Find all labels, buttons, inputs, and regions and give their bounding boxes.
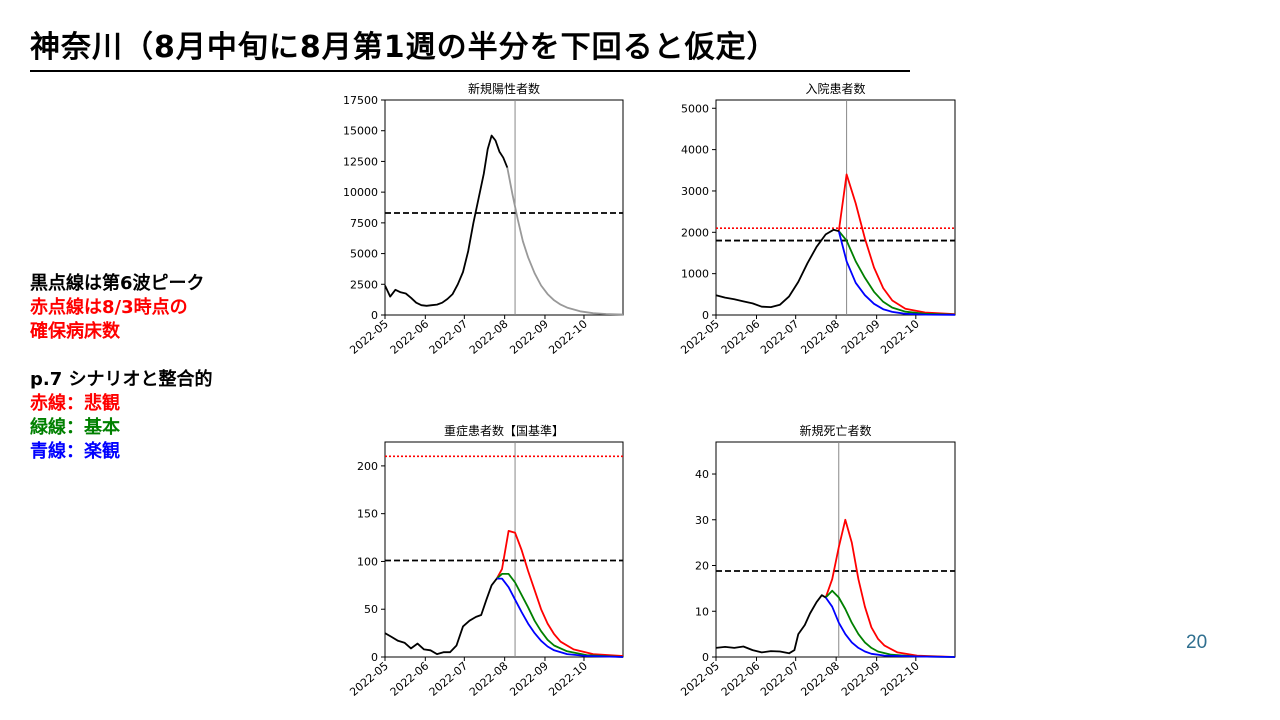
y-tick-label: 2500 bbox=[350, 278, 378, 291]
note-scenario-ref: p.7 シナリオと整合的 bbox=[30, 369, 213, 390]
y-tick-label: 15000 bbox=[343, 125, 378, 138]
y-tick-label: 2000 bbox=[681, 226, 709, 239]
note-green-base: 緑線：基本 bbox=[30, 417, 120, 438]
series-line bbox=[715, 228, 840, 309]
page-number: 20 bbox=[1186, 632, 1208, 653]
y-tick-label: 5000 bbox=[350, 248, 378, 261]
series-line bbox=[496, 573, 624, 658]
series-line bbox=[384, 578, 498, 655]
x-tick-label: 2022-07 bbox=[758, 659, 802, 699]
plot-frame bbox=[715, 441, 956, 658]
series-line bbox=[506, 167, 624, 316]
title-underline bbox=[30, 70, 910, 72]
plot-frame bbox=[384, 99, 624, 316]
note-red-dotted-line-2: 確保病床数 bbox=[30, 321, 120, 342]
x-tick-label: 2022-09 bbox=[839, 659, 883, 699]
chart-title: 重症患者数【国基準】 bbox=[444, 423, 564, 438]
x-tick-label: 2022-10 bbox=[878, 659, 922, 699]
series-line bbox=[838, 230, 956, 316]
series-line bbox=[824, 518, 956, 658]
y-tick-label: 5000 bbox=[681, 102, 709, 115]
y-tick-label: 100 bbox=[357, 555, 378, 568]
series-line bbox=[384, 134, 509, 307]
y-tick-label: 0 bbox=[371, 651, 378, 664]
y-tick-label: 10 bbox=[695, 605, 709, 618]
series-line bbox=[496, 530, 624, 657]
y-tick-label: 20 bbox=[695, 560, 709, 573]
x-tick-label: 2022-08 bbox=[799, 659, 843, 699]
note-red-dotted-line: 赤点線は8/3時点の bbox=[30, 297, 188, 318]
y-tick-label: 40 bbox=[695, 468, 709, 481]
series-line bbox=[825, 589, 956, 658]
note-blue-optimistic: 青線：楽観 bbox=[30, 441, 120, 462]
y-tick-label: 30 bbox=[695, 514, 709, 527]
y-tick-label: 50 bbox=[364, 603, 378, 616]
y-tick-label: 0 bbox=[702, 651, 709, 664]
y-tick-label: 4000 bbox=[681, 144, 709, 157]
chart-title: 新規死亡者数 bbox=[799, 423, 871, 438]
slide-title: 神奈川（8月中旬に8月第1週の半分を下回ると仮定） bbox=[30, 30, 778, 65]
series-line bbox=[824, 596, 956, 658]
y-tick-label: 150 bbox=[357, 508, 378, 521]
x-tick-label: 2022-05 bbox=[678, 659, 722, 699]
chart-title: 新規陽性者数 bbox=[468, 81, 540, 96]
y-tick-label: 0 bbox=[702, 309, 709, 322]
series-line bbox=[715, 594, 827, 655]
y-tick-label: 12500 bbox=[343, 155, 378, 168]
y-tick-label: 1000 bbox=[681, 268, 709, 281]
y-tick-label: 0 bbox=[371, 309, 378, 322]
chart-title: 入院患者数 bbox=[805, 81, 865, 96]
note-red-pessimistic: 赤線：悲観 bbox=[30, 393, 120, 414]
series-line bbox=[496, 577, 624, 658]
x-tick-label: 2022-06 bbox=[719, 659, 763, 699]
y-tick-label: 3000 bbox=[681, 185, 709, 198]
y-tick-label: 200 bbox=[357, 460, 378, 473]
plot-frame bbox=[715, 99, 956, 316]
series-line bbox=[837, 173, 956, 316]
y-tick-label: 7500 bbox=[350, 217, 378, 230]
series-line bbox=[837, 230, 956, 316]
plot-frame bbox=[384, 441, 624, 658]
note-black-line: 黒点線は第6波ピーク bbox=[30, 273, 205, 294]
y-tick-label: 17500 bbox=[343, 94, 378, 107]
notes-panel: 黒点線は第6波ピーク 赤点線は8/3時点の 確保病床数 p.7 シナリオと整合的… bbox=[30, 272, 213, 464]
y-tick-label: 10000 bbox=[343, 186, 378, 199]
